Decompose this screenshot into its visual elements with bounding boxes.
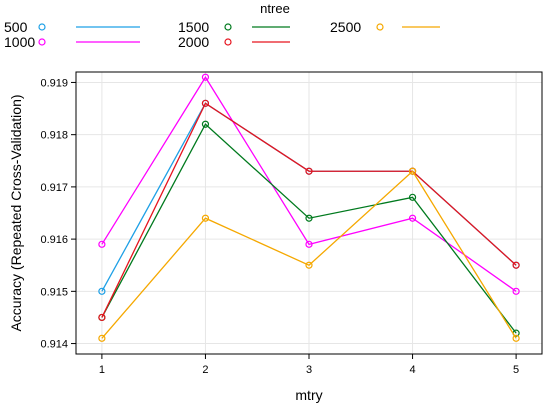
- x-tick-label-4: 4: [409, 364, 415, 376]
- y-tick-label-4: 0.917: [40, 182, 68, 194]
- data-point-2500-5: [512, 334, 520, 342]
- data-point-2500-1: [98, 334, 106, 342]
- legend-symbol-2500: [376, 23, 384, 31]
- legend-symbol-1000: [38, 38, 46, 46]
- data-point-2500-2: [201, 214, 210, 222]
- legend-symbol-2000: [224, 38, 232, 46]
- data-point-2000-1: [98, 313, 106, 322]
- series-line-2000: [101, 102, 517, 318]
- x-tick-label-2: 2: [202, 364, 208, 376]
- y-tick-label-2: 0.915: [40, 286, 68, 298]
- data-point-1500-2: [201, 120, 210, 128]
- legend-symbol-500: [38, 23, 46, 31]
- legend-title: ntree: [260, 1, 290, 16]
- data-point-2500-4: [408, 167, 417, 175]
- x-axis-label: mtry: [295, 387, 322, 403]
- legend-label-500: 500: [4, 19, 28, 35]
- data-point-1000-3: [305, 240, 313, 248]
- y-axis-label: Accuracy (Repeated Cross-Validation): [8, 94, 24, 331]
- y-tick-label-1: 0.914: [40, 339, 68, 351]
- y-tick-label-6: 0.919: [40, 77, 68, 89]
- series-line-1500: [101, 123, 517, 334]
- data-point-1000-4: [408, 214, 417, 222]
- data-point-1500-4: [408, 193, 417, 201]
- legend-symbol-1500: [224, 23, 232, 31]
- legend-label-1500: 1500: [178, 19, 209, 35]
- data-point-2000-2: [201, 99, 210, 107]
- series-line-2500: [101, 170, 517, 339]
- y-tick-label-3: 0.916: [40, 234, 68, 246]
- data-point-1000-2: [201, 73, 210, 81]
- legend-label-2000: 2000: [178, 34, 209, 50]
- legend-label-2500: 2500: [330, 19, 361, 35]
- legend-label-1000: 1000: [4, 34, 35, 50]
- data-point-1000-1: [98, 240, 106, 248]
- data-point-1000-5: [512, 287, 520, 295]
- data-point-2000-3: [305, 167, 313, 175]
- x-tick-label-5: 5: [513, 364, 519, 376]
- y-tick-label-5: 0.918: [40, 130, 68, 142]
- data-point-1500-3: [305, 214, 313, 222]
- data-point-500-1: [98, 287, 106, 295]
- data-point-2500-3: [305, 261, 313, 269]
- data-point-2000-5: [512, 261, 520, 269]
- x-tick-label-1: 1: [99, 364, 105, 376]
- x-tick-label-3: 3: [306, 364, 312, 376]
